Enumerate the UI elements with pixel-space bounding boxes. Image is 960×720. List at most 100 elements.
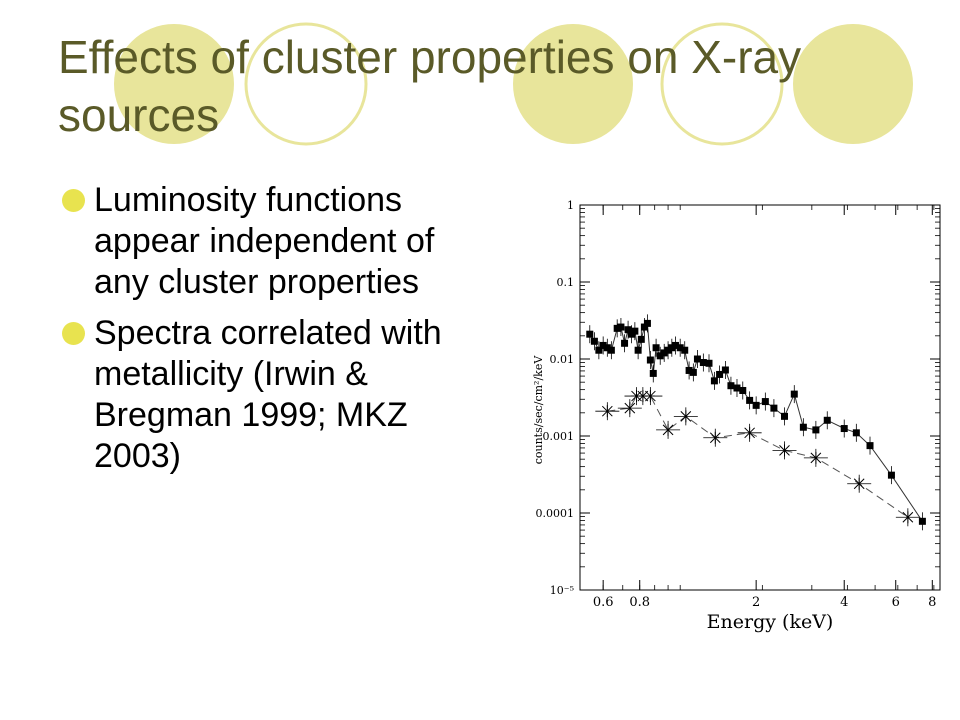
square-marker	[918, 517, 926, 525]
bullet-dot-icon	[62, 322, 85, 345]
square-data-point	[676, 338, 684, 357]
square-data-point	[823, 411, 831, 430]
square-data-point	[689, 363, 697, 382]
y-tick-label: 0.001	[543, 430, 575, 443]
x-tick-label: 8	[928, 595, 936, 610]
square-marker	[699, 359, 707, 367]
square-data-point	[668, 338, 676, 357]
square-data-point	[866, 436, 874, 455]
square-data-point	[790, 385, 798, 404]
x-tick-label: 0.8	[629, 595, 650, 610]
square-marker	[685, 366, 693, 374]
square-marker	[721, 366, 729, 374]
deco-circle-2	[244, 22, 368, 146]
square-data-point	[599, 336, 607, 355]
square-marker	[613, 324, 621, 332]
bullet-item-spectra: Spectra correlated with metallicity (Irw…	[58, 313, 498, 477]
square-marker	[621, 339, 629, 347]
square-data-point	[852, 423, 860, 442]
square-marker	[643, 319, 651, 327]
square-data-point	[637, 330, 645, 349]
square-marker	[624, 326, 632, 334]
asterisk-data-point	[638, 387, 663, 406]
x-axis-label: Energy (keV)	[707, 611, 834, 633]
square-marker	[599, 341, 607, 349]
deco-circle-1	[114, 24, 234, 144]
asterisk-data-point	[656, 420, 681, 439]
y-tick-label: 1	[567, 199, 574, 212]
square-data-point	[710, 371, 718, 390]
bullet-dot-icon	[62, 189, 85, 212]
square-data-point	[799, 418, 807, 437]
y-axis-label: counts/sec/cm²/keV	[532, 355, 545, 465]
square-data-point	[634, 341, 642, 360]
x-tick-label: 4	[840, 595, 848, 610]
square-data-point	[643, 314, 651, 333]
square-marker	[660, 349, 668, 357]
square-marker	[781, 412, 789, 420]
square-marker	[640, 323, 648, 331]
square-marker	[668, 344, 676, 352]
deco-circle-5	[793, 24, 913, 144]
y-tick-label: 0.1	[557, 276, 575, 289]
square-marker	[812, 426, 820, 434]
bullet-text-spectra: Spectra correlated with metallicity (Irw…	[94, 314, 442, 475]
square-marker	[852, 429, 860, 437]
square-data-point	[699, 353, 707, 372]
square-data-point	[656, 346, 664, 365]
asterisk-data-point	[803, 448, 828, 467]
square-marker	[689, 368, 697, 376]
square-data-point	[685, 361, 693, 380]
y-tick-label: 10⁻⁵	[550, 584, 574, 597]
square-data-point	[607, 341, 615, 360]
square-data-point	[752, 396, 760, 415]
square-data-point	[733, 379, 741, 398]
square-data-point	[693, 350, 701, 368]
square-data-point	[671, 336, 679, 355]
square-data-point	[613, 319, 621, 338]
square-data-point	[781, 407, 789, 426]
x-tick-label: 0.6	[593, 595, 614, 610]
square-data-point	[716, 365, 724, 384]
y-tick-label: 0.01	[550, 353, 575, 366]
square-data-point	[652, 338, 660, 357]
plot-frame	[579, 204, 941, 591]
square-data-point	[721, 360, 729, 379]
asterisk-data-point	[595, 402, 620, 421]
square-marker	[727, 382, 735, 390]
square-data-point	[595, 341, 603, 360]
square-marker	[752, 401, 760, 409]
asterisk-data-point	[737, 423, 762, 442]
square-marker	[799, 423, 807, 431]
square-data-point	[646, 351, 654, 370]
square-marker	[637, 335, 645, 343]
series-2-line	[607, 395, 909, 518]
square-data-point	[840, 419, 848, 438]
square-data-point	[746, 391, 754, 410]
square-marker	[646, 356, 654, 364]
square-marker	[617, 323, 625, 331]
square-marker	[770, 404, 778, 412]
square-marker	[631, 327, 639, 335]
asterisk-data-point	[673, 407, 698, 426]
square-marker	[634, 346, 642, 354]
deco-circle-3	[513, 24, 633, 144]
square-data-point	[705, 354, 713, 373]
square-data-point	[681, 341, 689, 360]
asterisk-data-point	[703, 428, 728, 447]
y-tick-label: 0.0001	[536, 507, 575, 520]
square-data-point	[621, 334, 629, 353]
square-marker	[739, 386, 747, 394]
square-marker	[676, 344, 684, 352]
square-marker	[761, 398, 769, 406]
slide-title: Effects of cluster properties on X-ray s…	[58, 31, 802, 141]
bullet-text-luminosity: Luminosity functions appear independent …	[94, 181, 435, 301]
square-data-point	[918, 512, 926, 531]
square-marker	[840, 425, 848, 433]
square-marker	[586, 330, 594, 338]
asterisk-data-point	[895, 508, 920, 527]
x-tick-label: 2	[752, 595, 760, 610]
square-marker	[733, 384, 741, 392]
square-marker	[710, 377, 718, 385]
